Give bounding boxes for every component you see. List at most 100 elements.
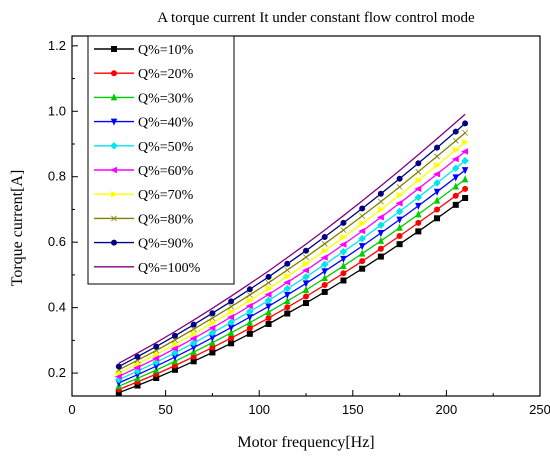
data-point: [340, 277, 347, 284]
x-tick-label: 150: [342, 402, 364, 417]
data-point: [190, 326, 197, 333]
data-point: [339, 247, 348, 256]
data-point: [452, 182, 459, 190]
data-point: [433, 179, 441, 187]
data-point: [396, 175, 403, 182]
data-point: [462, 194, 469, 201]
data-point: [264, 296, 273, 305]
series-3: [115, 175, 469, 390]
data-point: [172, 337, 178, 343]
y-tick-label: 0.8: [48, 169, 66, 184]
data-point: [283, 279, 291, 286]
data-point: [111, 46, 118, 53]
data-point: [265, 308, 272, 316]
data-point: [396, 223, 403, 231]
data-point: [396, 216, 403, 224]
data-point: [111, 239, 118, 246]
data-point: [396, 191, 404, 199]
data-point: [452, 192, 459, 199]
data-point: [461, 167, 469, 175]
series-8: [115, 129, 469, 373]
series-line: [118, 188, 466, 391]
legend-entry: Q%=90%: [94, 237, 194, 252]
data-point: [321, 268, 328, 276]
series-7: [115, 138, 470, 377]
data-point: [321, 282, 328, 289]
data-point: [246, 330, 253, 337]
y-tick-label: 1.2: [48, 38, 66, 53]
data-point: [110, 118, 118, 126]
data-point: [284, 291, 291, 299]
y-axis-label: Torque current[A]: [9, 170, 26, 287]
data-point: [452, 201, 459, 208]
data-point: [396, 183, 403, 190]
data-point: [415, 160, 422, 167]
series-4: [115, 167, 469, 387]
data-point: [246, 318, 254, 326]
data-point: [208, 329, 217, 337]
data-point: [110, 93, 118, 101]
data-point: [415, 202, 422, 210]
data-point: [358, 249, 366, 257]
x-tick-label: 250: [529, 402, 550, 417]
x-tick-label: 0: [68, 402, 75, 417]
series-10: [118, 113, 466, 364]
x-tick-label: 50: [158, 402, 172, 417]
data-point: [189, 339, 198, 347]
data-point: [462, 120, 469, 127]
data-point: [340, 262, 347, 270]
legend-label: Q%=30%: [138, 91, 194, 106]
data-point: [395, 207, 404, 216]
y-tick-label: 1.0: [48, 103, 66, 118]
data-point: [228, 340, 235, 347]
series-line: [118, 132, 466, 371]
data-point: [265, 285, 273, 292]
data-point: [377, 230, 385, 238]
data-point: [265, 273, 272, 280]
series-5: [115, 156, 469, 384]
data-point: [340, 227, 347, 233]
data-point: [302, 285, 310, 293]
data-point: [302, 300, 309, 307]
data-point: [208, 324, 216, 332]
data-point: [377, 253, 384, 260]
data-point: [303, 254, 309, 261]
legend-label: Q%=50%: [138, 140, 194, 155]
data-point: [359, 220, 367, 227]
data-point: [265, 279, 272, 286]
data-point: [340, 234, 348, 241]
data-point: [434, 206, 441, 213]
data-point: [377, 190, 384, 197]
data-point: [359, 258, 366, 265]
data-point: [320, 260, 329, 269]
data-point: [209, 310, 216, 317]
data-point: [377, 236, 385, 244]
chart-title: A torque current It under constant flow …: [157, 10, 475, 26]
data-point: [452, 174, 459, 182]
data-point: [396, 232, 403, 239]
data-point: [245, 302, 253, 310]
data-point: [302, 247, 309, 254]
data-point: [321, 240, 328, 247]
data-point: [452, 137, 459, 144]
data-point: [302, 260, 311, 268]
data-point: [153, 351, 161, 358]
legend: Q%=10% Q%=20% Q%=30% Q%=40% Q%=50% Q%=60% Q%=7…: [87, 35, 235, 285]
data-point: [246, 286, 253, 293]
data-point: [302, 280, 310, 288]
data-point: [358, 243, 366, 251]
data-point: [246, 325, 253, 332]
data-point: [228, 303, 235, 310]
data-point: [228, 298, 235, 305]
data-point: [209, 338, 216, 346]
legend-label: Q%=60%: [138, 164, 194, 179]
data-point: [340, 255, 347, 263]
data-point: [358, 234, 366, 243]
data-point: [340, 219, 347, 226]
series-line: [118, 141, 466, 374]
data-point: [462, 138, 470, 146]
data-point: [359, 265, 366, 272]
data-point: [111, 70, 118, 77]
legend-entry: Q%=70%: [94, 188, 194, 203]
